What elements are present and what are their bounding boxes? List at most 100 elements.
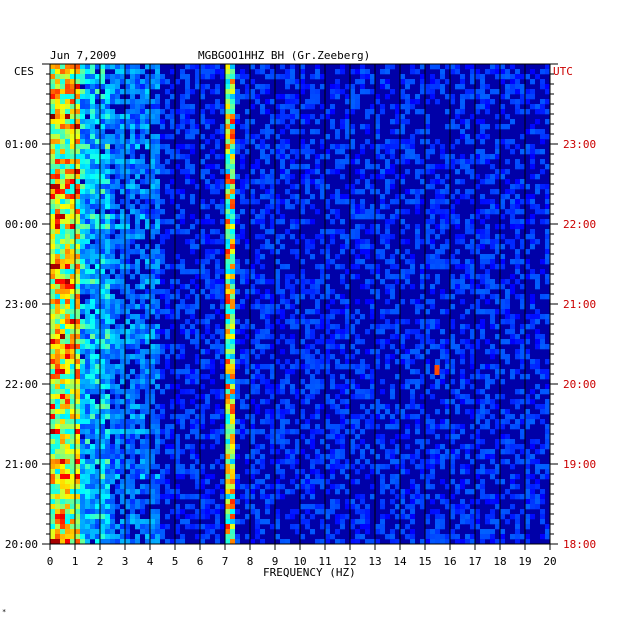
spectral-cell	[125, 139, 130, 145]
spectral-cell	[255, 99, 260, 105]
spectral-cell	[540, 129, 545, 135]
spectral-cell	[520, 374, 525, 380]
spectral-cell	[100, 459, 105, 465]
spectral-cell	[50, 69, 55, 75]
spectral-cell	[410, 144, 415, 150]
spectral-cell	[530, 484, 535, 490]
spectral-cell	[475, 344, 480, 350]
spectral-cell	[370, 464, 375, 470]
spectral-cell	[465, 64, 470, 70]
spectral-cell	[55, 189, 60, 195]
spectral-cell	[535, 359, 540, 365]
spectral-cell	[120, 469, 125, 475]
spectral-cell	[530, 219, 535, 225]
spectral-cell	[155, 104, 160, 110]
spectral-cell	[305, 319, 310, 325]
spectral-cell	[405, 209, 410, 215]
spectral-cell	[170, 94, 175, 100]
spectral-cell	[335, 449, 340, 455]
spectral-cell	[440, 479, 445, 485]
spectral-cell	[480, 104, 485, 110]
spectral-cell	[170, 149, 175, 155]
spectral-cell	[90, 484, 95, 490]
spectral-cell	[380, 154, 385, 160]
spectral-cell	[215, 204, 220, 210]
spectral-cell	[455, 489, 460, 495]
spectral-cell	[315, 359, 320, 365]
spectral-cell	[90, 404, 95, 410]
spectral-cell	[505, 414, 510, 420]
spectral-cell	[145, 444, 150, 450]
spectral-cell	[115, 439, 120, 445]
spectral-cell	[190, 379, 195, 385]
spectral-cell	[230, 264, 235, 270]
spectral-cell	[170, 369, 175, 375]
spectral-cell	[160, 239, 165, 245]
spectral-cell	[385, 324, 390, 330]
spectral-cell	[310, 169, 315, 175]
spectral-cell	[450, 69, 455, 75]
spectral-cell	[95, 289, 100, 295]
left-zone-label: CES	[14, 65, 34, 78]
spectral-cell	[155, 344, 160, 350]
spectral-cell	[380, 249, 385, 255]
spectral-cell	[450, 324, 455, 330]
spectral-cell	[140, 489, 145, 495]
spectral-cell	[125, 489, 130, 495]
spectral-cell	[255, 449, 260, 455]
spectral-cell	[170, 134, 175, 140]
spectral-cell	[175, 489, 180, 495]
spectral-cell	[225, 464, 230, 470]
spectral-cell	[370, 144, 375, 150]
spectral-cell	[425, 259, 430, 265]
spectral-cell	[340, 414, 345, 420]
spectral-cell	[220, 494, 225, 500]
spectral-cell	[335, 159, 340, 165]
spectral-cell	[355, 159, 360, 165]
spectral-cell	[425, 424, 430, 430]
spectral-cell	[85, 79, 90, 85]
spectral-cell	[285, 489, 290, 495]
spectral-cell	[240, 494, 245, 500]
spectral-cell	[165, 384, 170, 390]
spectral-cell	[345, 159, 350, 165]
spectral-cell	[95, 149, 100, 155]
spectral-cell	[285, 374, 290, 380]
spectral-cell	[125, 264, 130, 270]
spectral-cell	[515, 109, 520, 115]
spectral-cell	[85, 464, 90, 470]
spectral-cell	[385, 229, 390, 235]
spectral-cell	[375, 119, 380, 125]
spectral-cell	[140, 214, 145, 220]
spectral-cell	[255, 179, 260, 185]
spectral-cell	[190, 424, 195, 430]
spectral-cell	[205, 474, 210, 480]
spectral-cell	[120, 154, 125, 160]
spectral-cell	[225, 84, 230, 90]
spectral-cell	[180, 269, 185, 275]
spectral-cell	[530, 199, 535, 205]
spectral-cell	[520, 299, 525, 305]
spectral-cell	[170, 294, 175, 300]
spectral-cell	[300, 294, 305, 300]
spectral-cell	[110, 124, 115, 130]
spectral-cell	[55, 399, 60, 405]
spectral-cell	[465, 409, 470, 415]
spectral-cell	[365, 279, 370, 285]
spectral-cell	[450, 274, 455, 280]
spectral-cell	[190, 224, 195, 230]
spectral-cell	[290, 79, 295, 85]
spectral-cell	[100, 339, 105, 345]
spectral-cell	[510, 369, 515, 375]
spectral-cell	[545, 374, 550, 380]
spectral-cell	[375, 224, 380, 230]
spectral-cell	[255, 364, 260, 370]
spectral-cell	[350, 189, 355, 195]
spectral-cell	[320, 479, 325, 485]
spectral-cell	[255, 304, 260, 310]
spectral-cell	[170, 84, 175, 90]
spectral-cell	[290, 334, 295, 340]
spectral-cell	[115, 444, 120, 450]
spectral-cell	[505, 169, 510, 175]
spectral-cell	[470, 214, 475, 220]
